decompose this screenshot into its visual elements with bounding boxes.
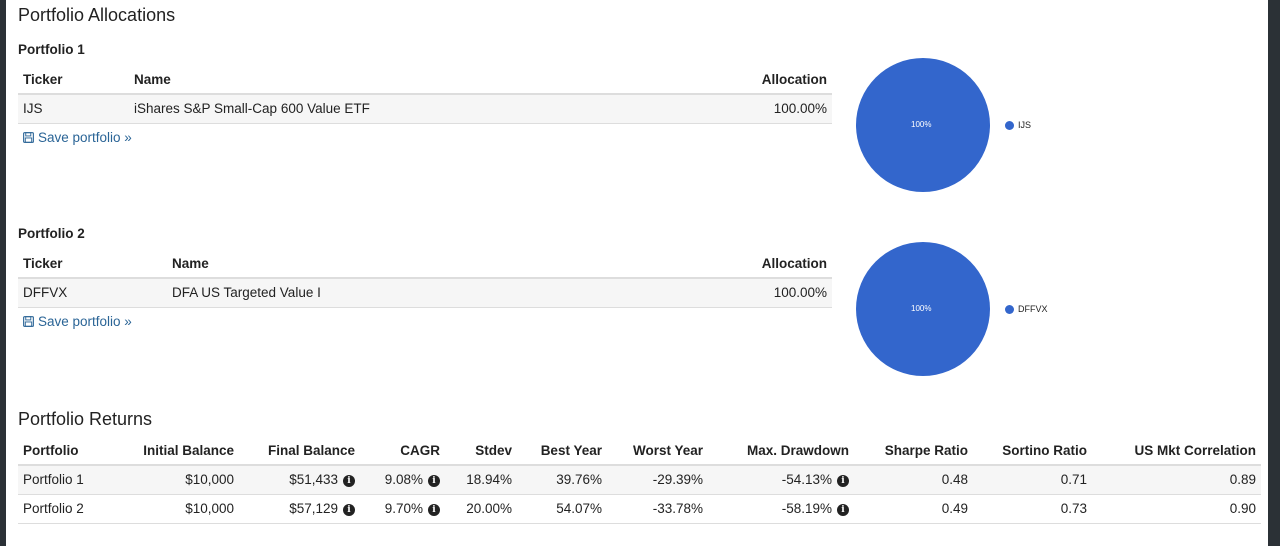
table-row: DFFVX DFA US Targeted Value I 100.00% <box>18 278 832 308</box>
column-header-best-year[interactable]: Best Year <box>517 436 607 466</box>
column-header-portfolio[interactable]: Portfolio <box>18 436 126 466</box>
column-header-cagr[interactable]: CAGR <box>360 436 445 466</box>
best-year-cell: 54.07% <box>517 494 607 524</box>
column-header-sortino-ratio[interactable]: Sortino Ratio <box>973 436 1092 466</box>
column-header-max-drawdown[interactable]: Max. Drawdown <box>708 436 854 466</box>
final-balance-value: $57,129 <box>289 501 338 516</box>
column-header-name[interactable]: Name <box>167 249 619 279</box>
worst-year-cell: -29.39% <box>607 465 708 495</box>
sortino-ratio-cell: 0.71 <box>973 465 1092 495</box>
main-panel: Portfolio Allocations Portfolio 1 Ticker… <box>6 0 1268 546</box>
save-portfolio-label: Save portfolio » <box>38 314 132 329</box>
cagr-value: 9.08% <box>384 472 423 488</box>
cagr-cell: 9.08% i <box>360 465 445 495</box>
cagr-value: 9.70% <box>384 501 423 516</box>
pie-slice-ijs[interactable] <box>856 58 990 192</box>
name-cell: DFA US Targeted Value I <box>167 278 619 308</box>
pie-legend-item: IJS <box>1005 120 1031 130</box>
pie-slice-label: 100% <box>911 304 932 313</box>
stdev-cell: 18.94% <box>445 465 517 495</box>
column-header-sharpe-ratio[interactable]: Sharpe Ratio <box>854 436 973 466</box>
table-row: IJS iShares S&P Small-Cap 600 Value ETF … <box>18 94 832 124</box>
returns-title: Portfolio Returns <box>18 409 153 429</box>
pie-slice-label: 100% <box>911 120 932 129</box>
final-balance-cell: $57,129 i <box>239 494 360 524</box>
table-row: Portfolio 2 $10,000 $57,129 i 9.70% i 20.0… <box>18 494 1261 524</box>
max-drawdown-cell: -54.13% i <box>708 465 854 495</box>
legend-swatch <box>1005 304 1014 314</box>
floppy-disk-icon <box>23 316 34 327</box>
best-year-cell: 39.76% <box>517 465 607 495</box>
portfolio-1-pie-chart <box>856 58 990 192</box>
ticker-cell: DFFVX <box>18 278 167 308</box>
cagr-cell: 9.70% i <box>360 494 445 524</box>
allocation-cell: 100.00% <box>667 94 832 124</box>
save-portfolio-1-link[interactable]: Save portfolio » <box>23 130 132 145</box>
column-header-us-mkt-correlation[interactable]: US Mkt Correlation <box>1092 436 1261 466</box>
max-drawdown-value: -58.19% <box>781 501 832 516</box>
column-header-ticker[interactable]: Ticker <box>18 65 129 95</box>
legend-swatch <box>1005 120 1014 130</box>
portfolio-1-allocation-table: Ticker Name Allocation IJS iShares S&P S… <box>18 65 832 124</box>
save-portfolio-2-link[interactable]: Save portfolio » <box>23 314 132 329</box>
info-icon[interactable]: i <box>837 504 849 516</box>
portfolio-returns-table: Portfolio Initial Balance Final Balance … <box>18 436 1261 524</box>
initial-balance-cell: $10,000 <box>126 465 239 495</box>
column-header-allocation[interactable]: Allocation <box>618 249 832 279</box>
column-header-stdev[interactable]: Stdev <box>445 436 517 466</box>
portfolio-2-pie-chart <box>856 242 990 376</box>
column-header-worst-year[interactable]: Worst Year <box>607 436 708 466</box>
portfolio-cell: Portfolio 2 <box>18 494 126 524</box>
stdev-cell: 20.00% <box>445 494 517 524</box>
column-header-name[interactable]: Name <box>129 65 668 95</box>
portfolio-cell: Portfolio 1 <box>18 465 126 495</box>
allocation-cell: 100.00% <box>618 278 832 308</box>
pie-legend-item: DFFVX <box>1005 304 1048 314</box>
column-header-final-balance[interactable]: Final Balance <box>239 436 360 466</box>
final-balance-value: $51,433 <box>289 472 338 488</box>
name-cell: iShares S&P Small-Cap 600 Value ETF <box>129 94 668 124</box>
sharpe-ratio-cell: 0.49 <box>854 494 973 524</box>
column-header-ticker[interactable]: Ticker <box>18 249 167 279</box>
pie-slice-dffvx[interactable] <box>856 242 990 376</box>
initial-balance-cell: $10,000 <box>126 494 239 524</box>
info-icon[interactable]: i <box>428 475 440 488</box>
floppy-disk-icon <box>23 132 34 143</box>
page-title: Portfolio Allocations <box>18 5 176 25</box>
sharpe-ratio-cell: 0.48 <box>854 465 973 495</box>
legend-label: DFFVX <box>1018 304 1048 314</box>
info-icon[interactable]: i <box>428 504 440 516</box>
portfolio-1-heading: Portfolio 1 <box>18 42 85 57</box>
final-balance-cell: $51,433 i <box>239 465 360 495</box>
info-icon[interactable]: i <box>837 475 849 488</box>
column-header-initial-balance[interactable]: Initial Balance <box>126 436 239 466</box>
column-header-allocation[interactable]: Allocation <box>667 65 832 95</box>
info-icon[interactable]: i <box>343 504 355 516</box>
portfolio-2-allocation-table: Ticker Name Allocation DFFVX DFA US Targ… <box>18 249 832 308</box>
ticker-cell: IJS <box>18 94 129 124</box>
legend-label: IJS <box>1018 120 1032 130</box>
max-drawdown-value: -54.13% <box>781 472 832 488</box>
us-mkt-correlation-cell: 0.90 <box>1092 494 1261 524</box>
info-icon[interactable]: i <box>343 475 355 488</box>
max-drawdown-cell: -58.19% i <box>708 494 854 524</box>
portfolio-2-heading: Portfolio 2 <box>18 226 85 241</box>
save-portfolio-label: Save portfolio » <box>38 130 132 145</box>
worst-year-cell: -33.78% <box>607 494 708 524</box>
table-row: Portfolio 1 $10,000 $51,433 i 9.08% i 18.9… <box>18 465 1261 495</box>
sortino-ratio-cell: 0.73 <box>973 494 1092 524</box>
us-mkt-correlation-cell: 0.89 <box>1092 465 1261 495</box>
